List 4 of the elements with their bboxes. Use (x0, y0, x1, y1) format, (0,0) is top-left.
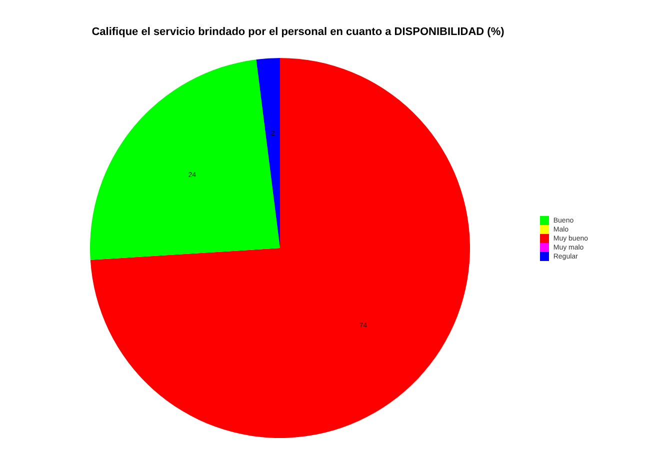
pie-slice (90, 60, 280, 260)
chart-title: Califique el servicio brindado por el personal en cuanto a DISPONIBILIDAD (%) (90, 25, 506, 38)
pie-slice (90, 58, 470, 438)
pie-slice (256, 58, 280, 248)
